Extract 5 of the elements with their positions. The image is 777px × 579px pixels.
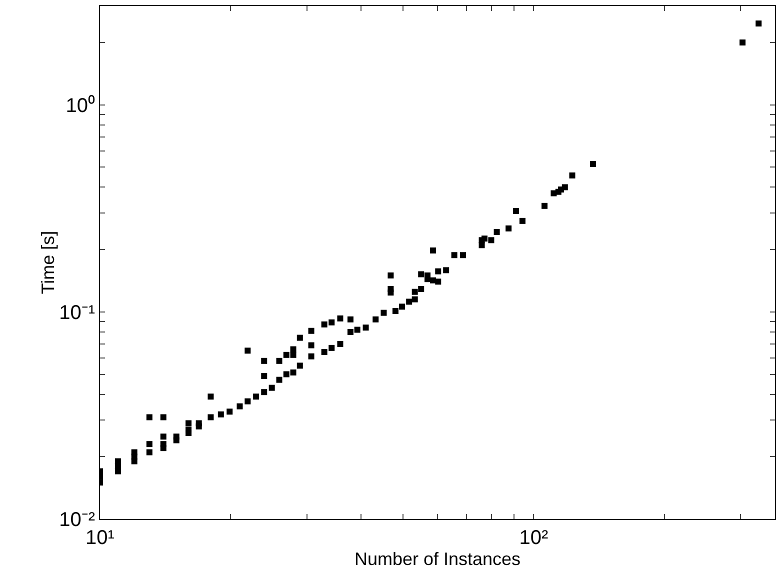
x-axis-title: Number of Instances (354, 549, 521, 570)
y-tick-label: 10⁰ (66, 94, 95, 117)
y-tick-label: 10⁻¹ (59, 302, 96, 324)
y-axis-title: Time [s] (38, 230, 58, 294)
x-tick-label: 10² (519, 527, 549, 549)
